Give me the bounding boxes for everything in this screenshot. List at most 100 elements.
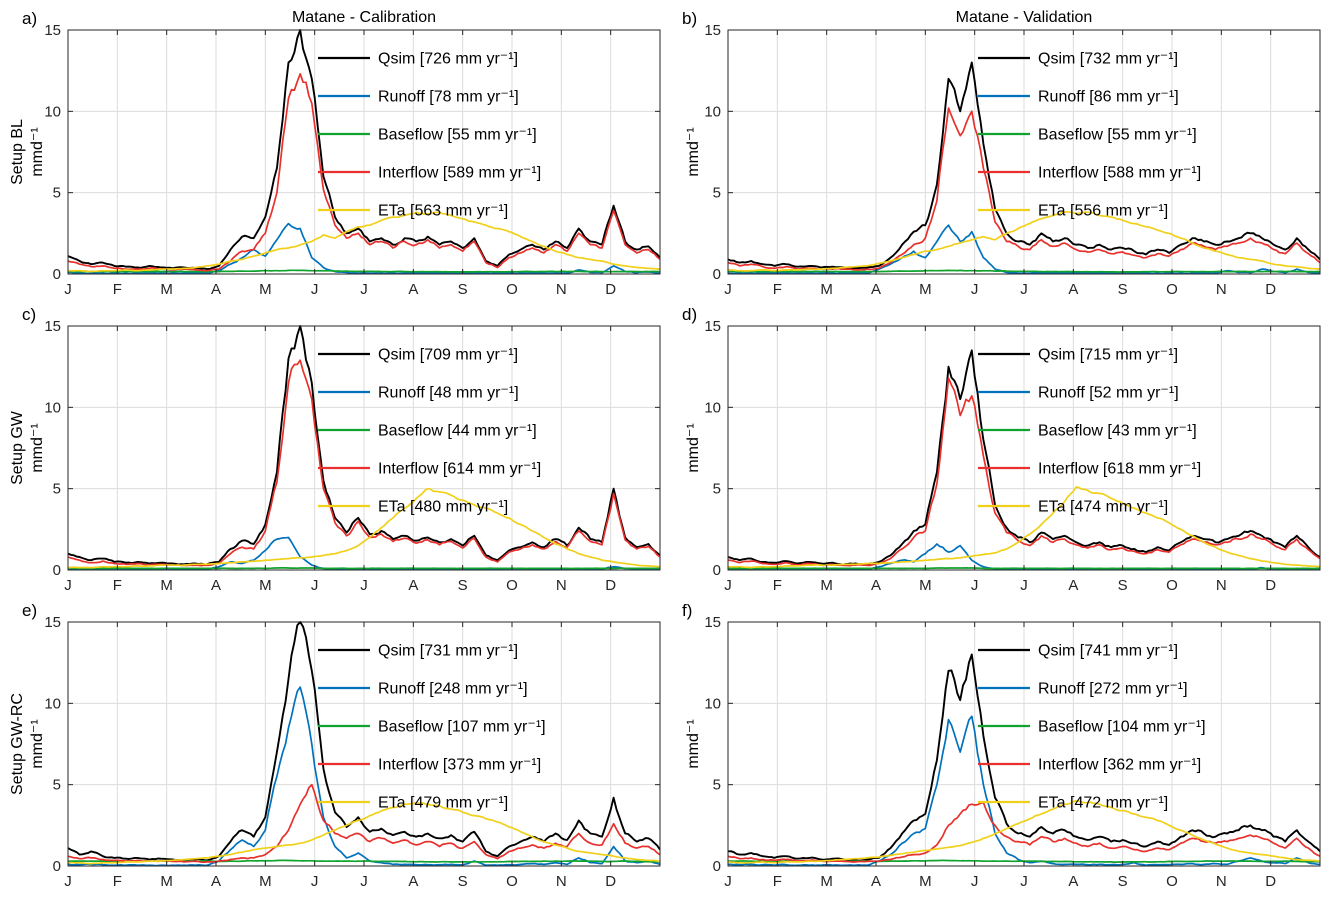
svg-text:0: 0 [713,266,721,283]
legend-entry-eta: ETa [480 mm yr⁻¹] [318,499,508,516]
svg-text:M: M [820,281,833,298]
legend: Qsim [731 mm yr⁻¹] Runoff [248 mm yr⁻¹] Ba… [318,643,546,812]
legend-entry-eta: ETa [556 mm yr⁻¹] [978,203,1168,220]
svg-text:10: 10 [704,695,721,712]
panel-c: J F M A M J J A S O N D 0 5 10 15 c) Setup GW mmd⁻¹ Qsim [7… [8,304,668,600]
svg-text:J: J [311,873,319,890]
legend-label-baseflow: Baseflow [107 mm yr⁻¹] [378,719,546,736]
panel-letter: c) [22,305,36,324]
legend-label-interflow: Interflow [589 mm yr⁻¹] [378,165,541,182]
y-axis-label: mmd⁻¹ [29,127,46,176]
svg-text:J: J [1020,873,1028,890]
svg-text:5: 5 [53,481,61,498]
grid-lines [68,621,660,866]
svg-text:M: M [160,873,173,890]
svg-text:S: S [458,281,468,298]
legend-entry-runoff: Runoff [248 mm yr⁻¹] [318,681,528,698]
svg-text:M: M [919,281,932,298]
y-tick-labels: 0 5 10 15 [44,22,61,283]
legend-label-eta: ETa [480 mm yr⁻¹] [378,499,508,516]
legend-entry-runoff: Runoff [78 mm yr⁻¹] [318,89,519,106]
svg-text:A: A [871,281,881,298]
chart-c: J F M A M J J A S O N D 0 5 10 15 c) Setup GW mmd⁻¹ Qsim [7… [9,305,661,594]
y-axis-label: mmd⁻¹ [29,719,46,768]
svg-text:J: J [724,873,732,890]
svg-text:J: J [311,577,319,594]
svg-text:N: N [1216,577,1227,594]
axis-ticks [67,325,660,571]
legend-entry-runoff: Runoff [52 mm yr⁻¹] [978,385,1179,402]
svg-text:J: J [1020,281,1028,298]
row-label: Setup GW-RC [9,693,26,795]
legend-label-qsim: Qsim [731 mm yr⁻¹] [378,643,518,660]
svg-text:J: J [724,577,732,594]
svg-text:15: 15 [704,22,721,39]
svg-text:O: O [506,873,518,890]
svg-text:S: S [458,577,468,594]
legend-entry-baseflow: Baseflow [55 mm yr⁻¹] [318,127,537,144]
axis-ticks [67,29,660,275]
svg-text:D: D [605,577,616,594]
legend-label-qsim: Qsim [726 mm yr⁻¹] [378,51,518,68]
grid-lines [68,325,660,570]
svg-text:5: 5 [713,185,721,202]
panel-e: J F M A M J J A S O N D 0 5 10 15 e) Setup GW-RC mmd⁻¹ Qsim… [8,600,668,896]
svg-text:D: D [605,281,616,298]
svg-text:J: J [971,873,979,890]
legend-label-interflow: Interflow [614 mm yr⁻¹] [378,461,541,478]
legend-entry-interflow: Interflow [614 mm yr⁻¹] [318,461,541,478]
legend: Qsim [726 mm yr⁻¹] Runoff [78 mm yr⁻¹] Bas… [318,51,541,220]
series-line-qsim [728,61,1320,270]
panel-letter: d) [682,305,697,324]
svg-text:F: F [113,577,122,594]
svg-text:J: J [64,577,72,594]
svg-text:F: F [113,281,122,298]
legend-label-interflow: Interflow [588 mm yr⁻¹] [1038,165,1201,182]
svg-text:J: J [64,281,72,298]
axis-ticks [727,621,1320,867]
legend-entry-runoff: Runoff [86 mm yr⁻¹] [978,89,1179,106]
svg-text:F: F [773,873,782,890]
svg-text:0: 0 [53,858,61,875]
legend-entry-qsim: Qsim [741 mm yr⁻¹] [978,643,1178,660]
chart-d: J F M A M J J A S O N D 0 5 10 15 d) mmd⁻¹ Qsim [715 mm yr… [682,305,1321,594]
series-line-eta [728,800,1320,864]
svg-text:N: N [556,873,567,890]
svg-text:J: J [360,577,368,594]
legend: Qsim [741 mm yr⁻¹] Runoff [272 mm yr⁻¹] Ba… [978,643,1206,812]
axis-ticks [727,325,1320,571]
svg-text:S: S [458,873,468,890]
grid-lines [728,29,1320,274]
svg-text:10: 10 [704,399,721,416]
svg-text:0: 0 [53,562,61,579]
svg-text:5: 5 [53,185,61,202]
series-line-eta [68,801,660,865]
legend-label-baseflow: Baseflow [55 mm yr⁻¹] [378,127,537,144]
svg-text:A: A [408,873,418,890]
y-axis-label: mmd⁻¹ [685,127,702,176]
legend-entry-interflow: Interflow [618 mm yr⁻¹] [978,461,1201,478]
svg-text:0: 0 [713,562,721,579]
svg-text:D: D [1265,577,1276,594]
svg-text:A: A [1068,281,1078,298]
grid-lines [728,621,1320,866]
svg-text:A: A [211,873,221,890]
svg-text:J: J [360,873,368,890]
legend-label-runoff: Runoff [248 mm yr⁻¹] [378,681,528,698]
legend-entry-qsim: Qsim [732 mm yr⁻¹] [978,51,1178,68]
legend-label-runoff: Runoff [48 mm yr⁻¹] [378,385,519,402]
y-axis-label: mmd⁻¹ [29,423,46,472]
legend-entry-runoff: Runoff [272 mm yr⁻¹] [978,681,1188,698]
svg-text:S: S [1118,577,1128,594]
svg-text:D: D [1265,873,1276,890]
legend-entry-interflow: Interflow [373 mm yr⁻¹] [318,757,541,774]
legend-label-eta: ETa [472 mm yr⁻¹] [1038,795,1168,812]
legend: Qsim [715 mm yr⁻¹] Runoff [52 mm yr⁻¹] Bas… [978,347,1201,516]
y-axis-label: mmd⁻¹ [685,719,702,768]
svg-text:O: O [506,281,518,298]
legend: Qsim [709 mm yr⁻¹] Runoff [48 mm yr⁻¹] Bas… [318,347,541,516]
legend-label-baseflow: Baseflow [44 mm yr⁻¹] [378,423,537,440]
